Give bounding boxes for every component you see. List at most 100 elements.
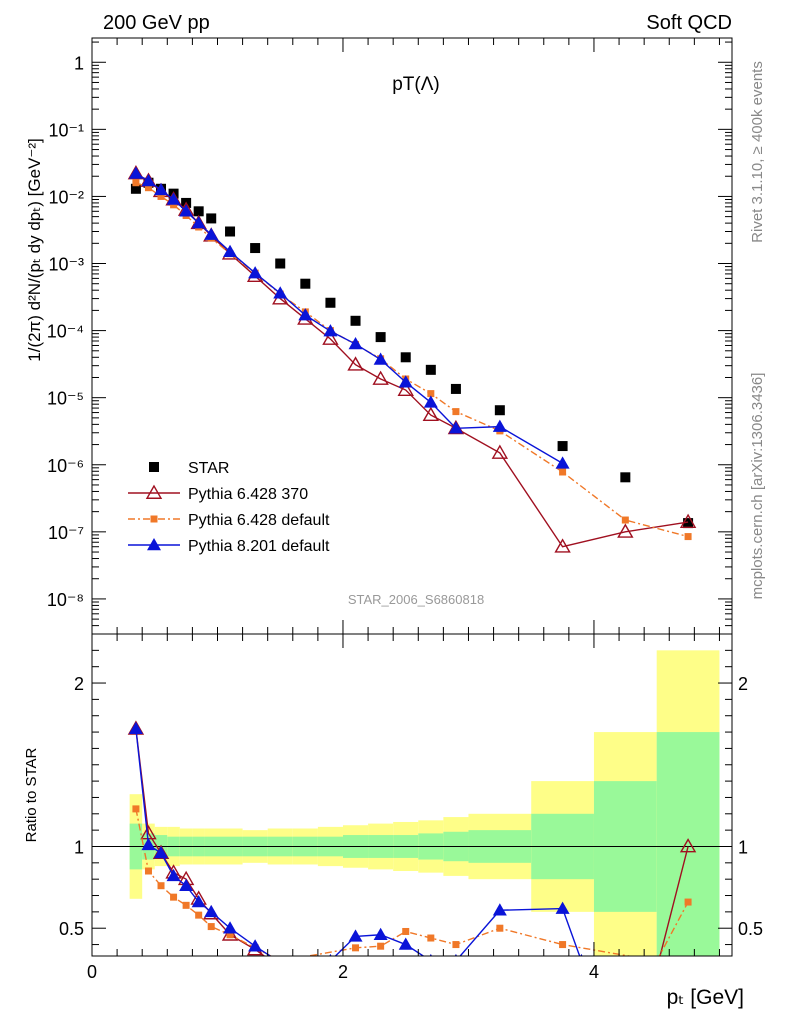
ratio-point bbox=[454, 953, 458, 956]
data-point bbox=[298, 308, 313, 321]
ratio-series-pythia-8-201-default bbox=[128, 721, 583, 956]
x-axis-label: pₜ [GeV] bbox=[667, 986, 744, 1009]
ratio-ylabel: Ratio to STAR bbox=[23, 747, 40, 842]
ratio-point bbox=[348, 929, 363, 942]
main-panel: 1 10⁻¹ 10⁻² 10⁻³ 10⁻⁴ 10⁻⁵ 10⁻⁶ 10⁻⁷ 10⁻⁸ bbox=[47, 37, 733, 635]
ratio-point bbox=[352, 944, 360, 952]
ratio-point bbox=[248, 939, 263, 952]
ratio-point bbox=[496, 924, 504, 932]
data-point bbox=[225, 226, 236, 237]
legend-item: Pythia 6.428 370 bbox=[128, 484, 308, 503]
ratio-tick-label-right: 0.5 bbox=[738, 919, 763, 939]
ratio-point bbox=[128, 721, 143, 735]
ratio-panel: 0 2 4 0.5 0.5 1 1 2 2 bbox=[59, 38, 763, 982]
data-point bbox=[617, 523, 634, 538]
data-point bbox=[620, 472, 631, 483]
legend-item: STAR bbox=[149, 460, 229, 477]
data-point bbox=[322, 330, 339, 345]
y-tick-label: 10⁻⁶ bbox=[47, 456, 84, 476]
data-point bbox=[144, 184, 152, 192]
ratio-point bbox=[223, 921, 238, 934]
data-point bbox=[400, 352, 411, 363]
data-point bbox=[554, 538, 571, 553]
ratio-point bbox=[580, 953, 583, 956]
ratio-tick-label-right: 2 bbox=[738, 674, 748, 694]
ratio-point bbox=[653, 957, 660, 964]
ratio-point bbox=[559, 941, 567, 949]
ratio-point bbox=[427, 934, 435, 942]
ratio-point bbox=[679, 838, 697, 853]
data-point bbox=[275, 258, 286, 269]
data-point bbox=[132, 179, 140, 187]
ratio-point bbox=[377, 942, 385, 950]
ratio-point bbox=[492, 903, 507, 916]
y-tick-label: 1 bbox=[74, 53, 84, 73]
ratio-y-ticks: 0.5 0.5 1 1 2 2 bbox=[59, 649, 763, 946]
main-y-ticks: 1 10⁻¹ 10⁻² 10⁻³ 10⁻⁴ 10⁻⁵ 10⁻⁶ 10⁻⁷ 10⁻⁸ bbox=[47, 41, 732, 635]
ratio-point bbox=[373, 927, 388, 941]
legend-label: Pythia 8.201 default bbox=[188, 538, 330, 555]
data-point bbox=[491, 444, 509, 459]
data-point bbox=[248, 266, 263, 279]
data-point bbox=[347, 356, 364, 371]
ratio-point bbox=[207, 923, 215, 931]
ratio-point bbox=[452, 941, 460, 949]
data-point bbox=[679, 513, 697, 528]
data-point bbox=[683, 518, 694, 529]
ratio-point bbox=[179, 878, 194, 891]
data-point bbox=[350, 315, 361, 326]
ratio-point bbox=[555, 901, 570, 914]
header-left: 200 GeV pp bbox=[103, 12, 210, 34]
data-point bbox=[397, 381, 414, 396]
ratio-point bbox=[132, 805, 140, 813]
ratio-point bbox=[154, 846, 169, 859]
ratio-frame bbox=[91, 633, 733, 957]
data-point bbox=[204, 227, 219, 240]
y-tick-label: 10⁻⁷ bbox=[48, 523, 84, 543]
data-point bbox=[422, 406, 440, 422]
ratio-tick-label-left: 1 bbox=[74, 837, 84, 857]
legend: STAR Pythia 6.428 370 Pythia 6.428 default… bbox=[128, 460, 330, 555]
ratio-point bbox=[204, 904, 219, 918]
data-point bbox=[130, 183, 141, 194]
data-point bbox=[128, 166, 143, 179]
data-point bbox=[223, 244, 238, 257]
data-point bbox=[450, 383, 461, 394]
ratio-point bbox=[195, 911, 203, 919]
ratio-point bbox=[182, 901, 190, 909]
data-point bbox=[684, 533, 692, 541]
data-point bbox=[452, 408, 460, 416]
inner-band-bin bbox=[656, 732, 720, 956]
data-point bbox=[557, 441, 568, 452]
data-point bbox=[425, 364, 436, 375]
y-tick-label: 10⁻¹ bbox=[48, 120, 84, 140]
data-point bbox=[323, 324, 338, 337]
ratio-point bbox=[684, 898, 692, 906]
data-point bbox=[423, 395, 438, 408]
rivet-label: Rivet 3.1.10, ≥ 400k events bbox=[749, 61, 766, 243]
x-ticks: 0 2 4 bbox=[87, 38, 720, 982]
legend-label: Pythia 6.428 370 bbox=[188, 486, 308, 503]
data-point bbox=[179, 204, 194, 217]
x-tick-label: 4 bbox=[589, 962, 599, 982]
ratio-point bbox=[279, 955, 281, 956]
data-point bbox=[375, 332, 386, 343]
ratio-point bbox=[144, 867, 152, 875]
ratio-point bbox=[402, 927, 410, 935]
ratio-point bbox=[277, 957, 284, 964]
uncertainty-bands bbox=[129, 650, 720, 956]
data-point bbox=[154, 182, 169, 196]
legend-marker bbox=[150, 515, 158, 523]
legend-label: Pythia 6.428 default bbox=[188, 512, 330, 529]
legend-label: STAR bbox=[188, 460, 229, 477]
data-point bbox=[206, 213, 217, 224]
data-point bbox=[372, 370, 389, 385]
ratio-point bbox=[141, 837, 156, 851]
data-point bbox=[559, 468, 567, 476]
legend-marker bbox=[145, 484, 163, 499]
ratio-plot-area bbox=[127, 720, 697, 964]
y-tick-label: 10⁻³ bbox=[48, 255, 84, 275]
ratio-point bbox=[398, 937, 413, 950]
mcplots-label: mcplots.cern.ch [arXiv:1306.3436] bbox=[749, 373, 766, 600]
